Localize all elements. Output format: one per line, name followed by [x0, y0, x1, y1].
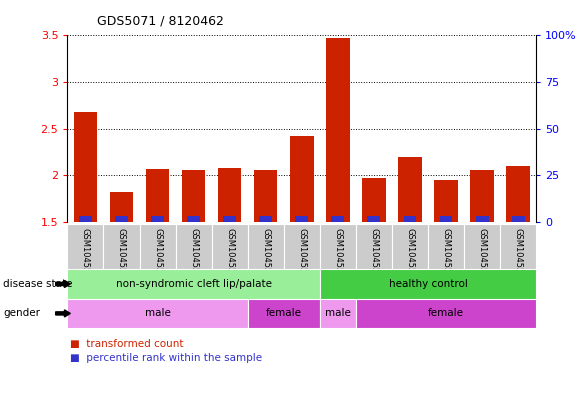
Bar: [320, 269, 536, 299]
Bar: [428, 224, 464, 269]
Text: GSM1045521: GSM1045521: [297, 228, 306, 283]
Bar: [398, 157, 422, 222]
Bar: [320, 224, 356, 269]
Text: GSM1045524: GSM1045524: [406, 228, 414, 283]
Bar: [512, 217, 524, 222]
Bar: [115, 217, 128, 222]
Text: ■  percentile rank within the sample: ■ percentile rank within the sample: [70, 353, 263, 363]
Text: GDS5071 / 8120462: GDS5071 / 8120462: [97, 15, 224, 28]
Bar: [404, 217, 417, 222]
Bar: [146, 169, 169, 222]
Bar: [223, 217, 236, 222]
Bar: [320, 299, 356, 328]
Text: gender: gender: [3, 309, 40, 318]
Text: GSM1045523: GSM1045523: [225, 228, 234, 283]
Text: female: female: [266, 309, 302, 318]
Bar: [79, 217, 92, 222]
Text: GSM1045526: GSM1045526: [441, 228, 451, 283]
Bar: [218, 168, 241, 222]
Bar: [326, 38, 350, 222]
Bar: [362, 178, 386, 222]
Bar: [506, 166, 530, 222]
Text: healthy control: healthy control: [389, 279, 468, 289]
Text: ■  transformed count: ■ transformed count: [70, 339, 184, 349]
Bar: [284, 224, 320, 269]
Bar: [392, 224, 428, 269]
Bar: [248, 224, 284, 269]
Bar: [290, 136, 314, 222]
Text: GSM1045520: GSM1045520: [261, 228, 270, 283]
Bar: [356, 224, 392, 269]
Bar: [67, 224, 104, 269]
Bar: [74, 112, 97, 222]
Bar: [110, 192, 133, 222]
Bar: [367, 217, 380, 222]
Bar: [295, 217, 308, 222]
Text: GSM1045528: GSM1045528: [478, 228, 486, 283]
Text: male: male: [145, 309, 171, 318]
Bar: [187, 217, 200, 222]
Bar: [254, 170, 277, 222]
Text: GSM1045529: GSM1045529: [514, 228, 523, 283]
Bar: [332, 217, 345, 222]
Bar: [471, 170, 494, 222]
Text: GSM1045522: GSM1045522: [189, 228, 198, 283]
Bar: [356, 299, 536, 328]
Bar: [212, 224, 248, 269]
Text: GSM1045517: GSM1045517: [81, 228, 90, 283]
Text: non-syndromic cleft lip/palate: non-syndromic cleft lip/palate: [115, 279, 271, 289]
Bar: [476, 217, 489, 222]
Bar: [67, 269, 320, 299]
Bar: [440, 217, 452, 222]
Bar: [176, 224, 212, 269]
Bar: [464, 224, 500, 269]
Bar: [259, 217, 272, 222]
Text: female: female: [428, 309, 464, 318]
Bar: [248, 299, 320, 328]
Bar: [151, 217, 164, 222]
Text: GSM1045519: GSM1045519: [153, 228, 162, 283]
Text: disease state: disease state: [3, 279, 73, 289]
Bar: [500, 224, 536, 269]
Bar: [182, 170, 205, 222]
Text: GSM1045525: GSM1045525: [333, 228, 342, 283]
Bar: [434, 180, 458, 222]
Text: male: male: [325, 309, 351, 318]
Bar: [104, 224, 139, 269]
Text: GSM1045518: GSM1045518: [117, 228, 126, 283]
Bar: [67, 299, 248, 328]
Bar: [139, 224, 176, 269]
Text: GSM1045527: GSM1045527: [369, 228, 379, 283]
